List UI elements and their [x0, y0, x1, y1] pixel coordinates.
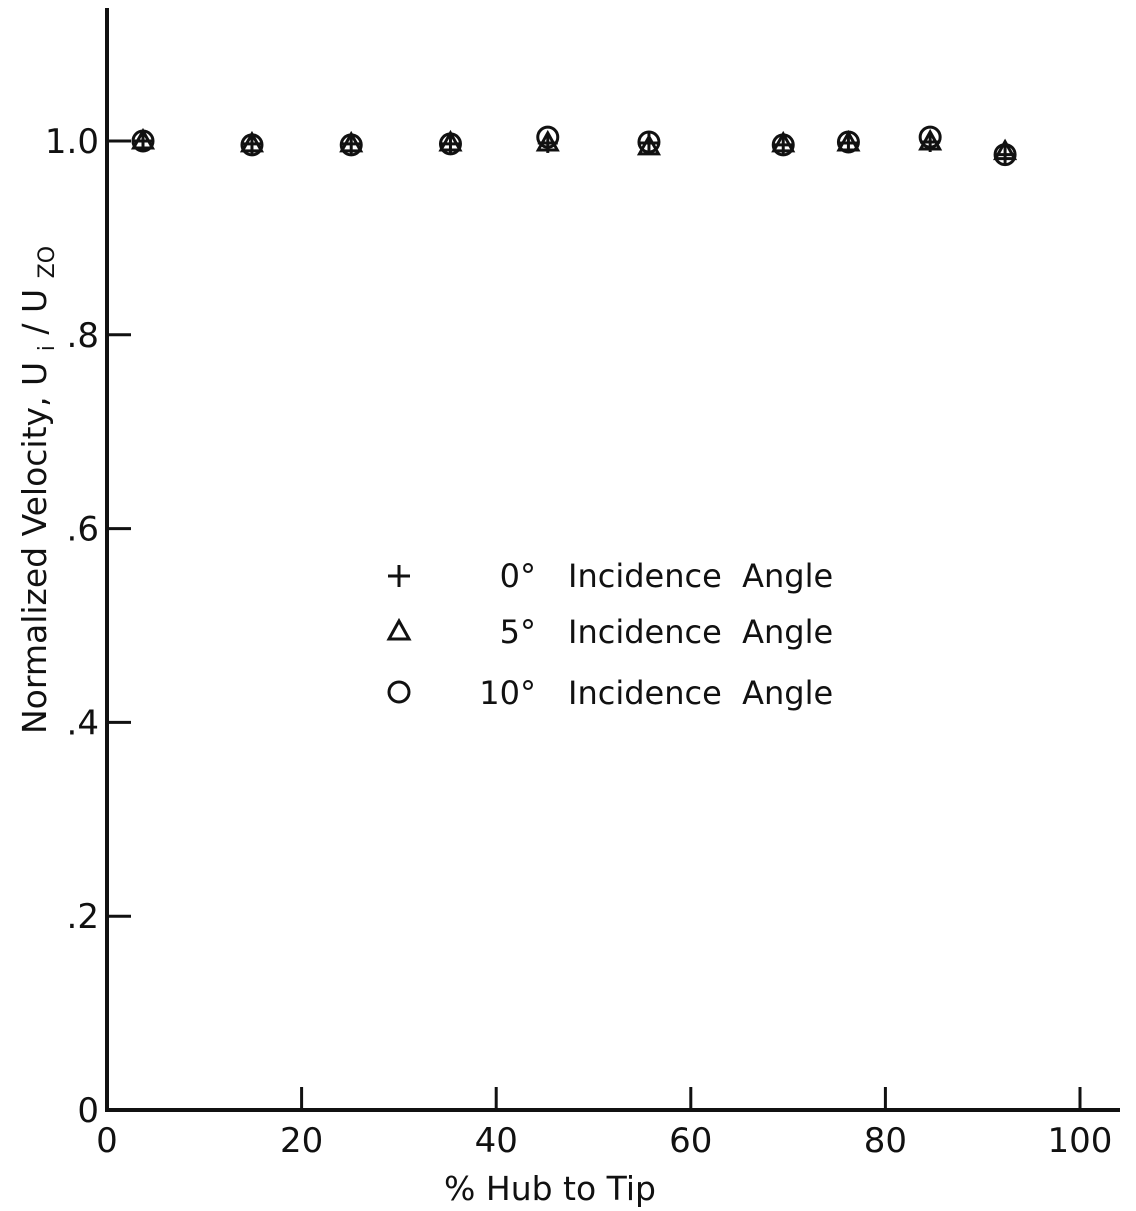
legend-circle-marker	[387, 680, 411, 704]
y-tick-label: .6	[67, 510, 99, 550]
point-triangle	[993, 138, 1018, 161]
point-triangle	[535, 129, 560, 152]
point-triangle	[239, 130, 265, 153]
y-axis-ticks: 0 .2 .4 .6 .8 1.0	[45, 122, 131, 1131]
legend: 0° Incidence Angle 5° Incidence Angle 10…	[386, 557, 833, 712]
y-axis-title-sub-den: ZO	[35, 246, 60, 278]
point-triangle	[130, 127, 156, 150]
point-circle	[240, 133, 264, 157]
point-circle	[771, 133, 795, 157]
y-tick-label: .4	[67, 703, 99, 743]
y-axis-title-symbol-num: U	[15, 362, 54, 386]
point-triangle	[771, 130, 796, 153]
legend-label-0: Incidence Angle	[568, 557, 833, 595]
point-circle	[438, 132, 462, 156]
legend-plus-marker	[388, 565, 410, 587]
y-axis-title-symbol-den: U	[15, 289, 54, 313]
x-tick-label: 80	[864, 1121, 907, 1161]
y-tick-label: 0	[77, 1091, 99, 1131]
point-circle	[637, 130, 661, 154]
point-circle	[536, 125, 560, 149]
point-circle	[339, 133, 363, 157]
point-triangle	[636, 133, 662, 156]
x-tick-label: 40	[475, 1121, 518, 1161]
point-circle	[131, 129, 155, 153]
point-triangle	[836, 129, 861, 152]
y-axis-title-main: Normalized Velocity,	[15, 396, 54, 734]
point-triangle	[918, 128, 943, 151]
y-tick-label: 1.0	[45, 122, 99, 162]
y-axis-title: Normalized Velocity, U i / U ZO	[15, 246, 62, 734]
legend-angle-1: 5°	[500, 613, 536, 651]
y-tick-label: .8	[67, 316, 99, 356]
legend-triangle-marker	[386, 617, 412, 641]
legend-label-1: Incidence Angle	[568, 613, 833, 651]
y-axis-title-sub-num: i	[35, 345, 60, 351]
x-tick-label: 20	[280, 1121, 323, 1161]
y-tick-label: .2	[67, 897, 99, 937]
legend-item-0: 0° Incidence Angle	[388, 557, 833, 595]
legend-item-2: 10° Incidence Angle	[387, 674, 833, 712]
legend-angle-0: 0°	[500, 557, 536, 595]
legend-label-2: Incidence Angle	[568, 674, 833, 712]
point-circle	[993, 143, 1017, 167]
legend-item-1: 5° Incidence Angle	[386, 613, 833, 651]
x-axis-title: % Hub to Tip	[444, 1169, 656, 1208]
svg-text:Normalized Velocity,: Normalized Velocity, U i / U ZO	[15, 246, 62, 734]
x-axis-ticks: 0 20 40 60 80 100	[96, 1087, 1112, 1161]
x-tick-label: 0	[96, 1121, 118, 1161]
x-tick-label: 60	[669, 1121, 712, 1161]
data-points	[130, 125, 1018, 167]
legend-angle-2: 10°	[479, 674, 536, 712]
point-circle	[918, 125, 942, 149]
point-triangle	[438, 129, 463, 152]
x-tick-label: 100	[1048, 1121, 1113, 1161]
point-circle	[836, 130, 860, 154]
point-triangle	[339, 130, 364, 153]
